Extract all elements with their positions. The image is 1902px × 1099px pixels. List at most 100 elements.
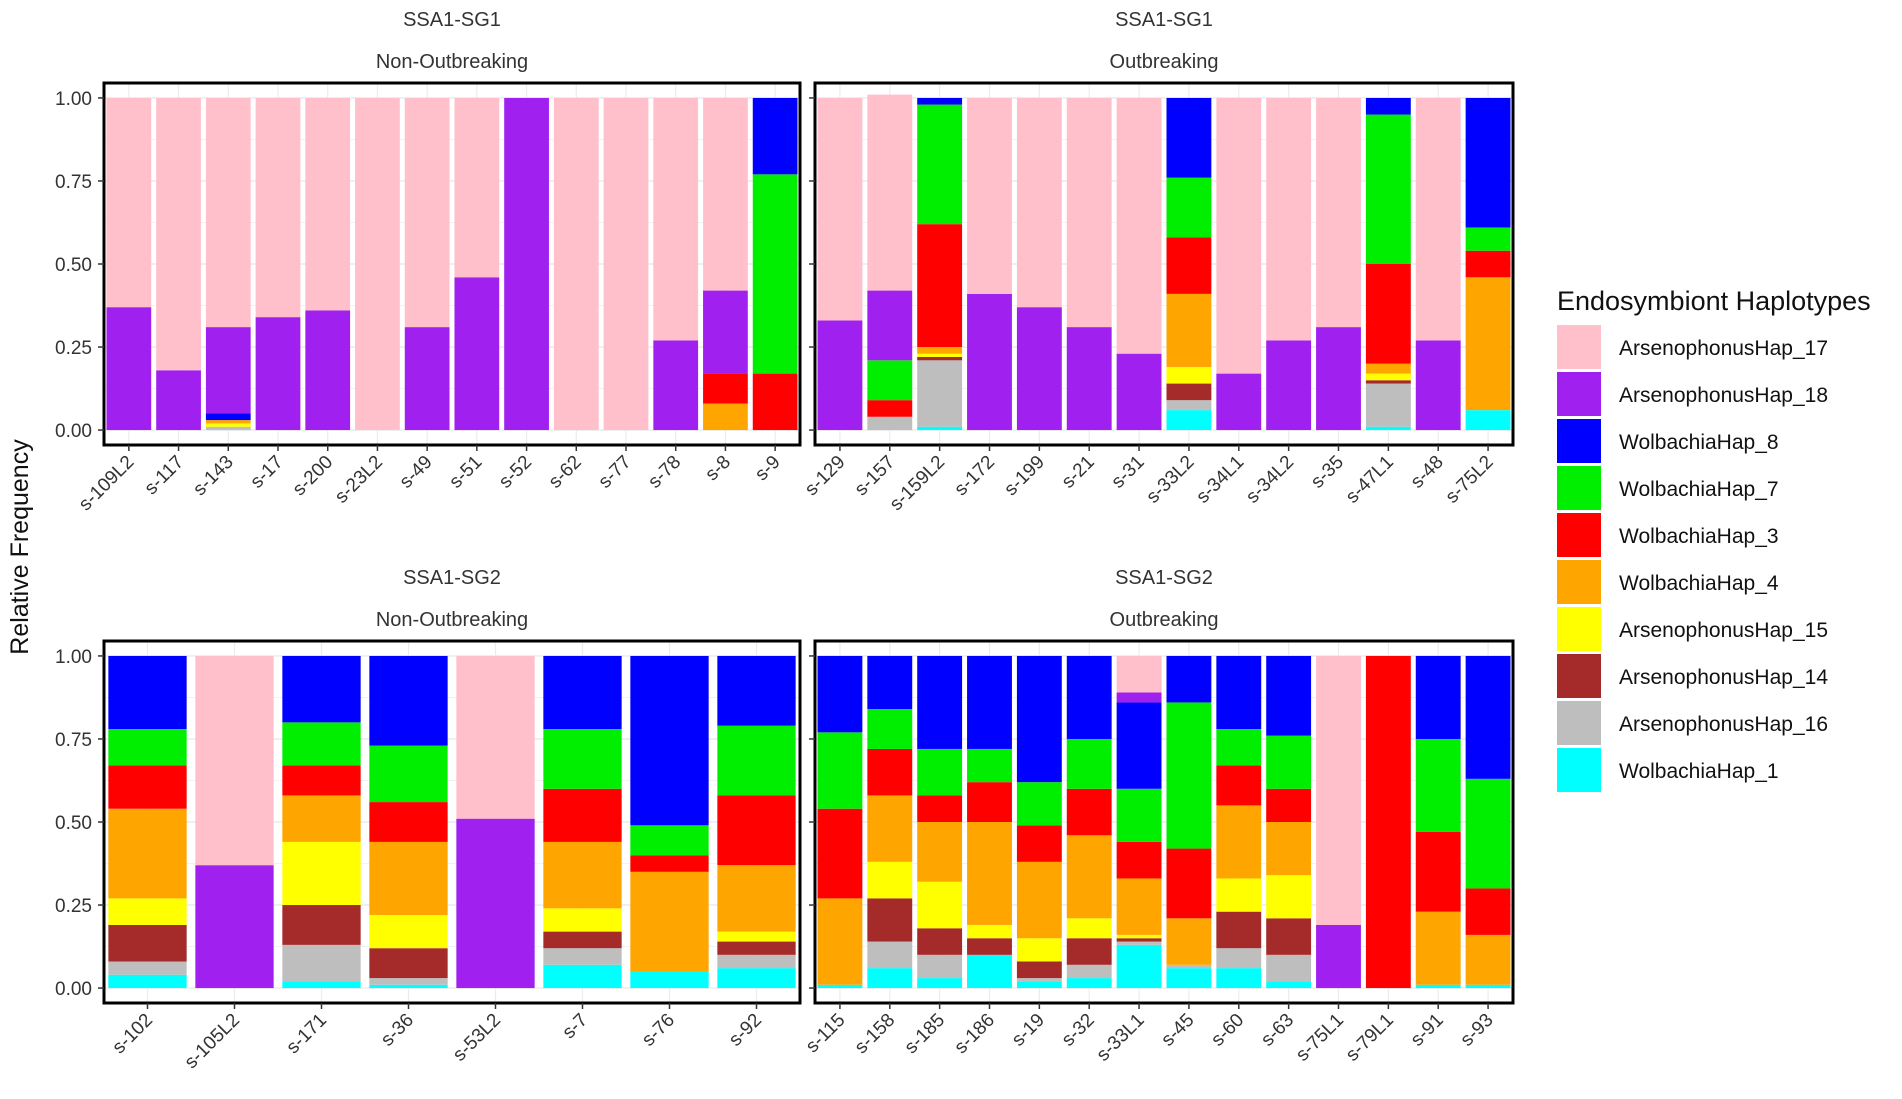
bar-segment-s-36-arsenophonushap-16 xyxy=(369,978,448,985)
bar-segment-s-33l1-wolbachiahap-8 xyxy=(1116,702,1162,789)
bar-segment-s-157-arsenophonushap-18 xyxy=(867,290,913,361)
bar-segment-s-115-wolbachiahap-8 xyxy=(817,655,863,733)
x-tick-label: s-19 xyxy=(1008,1010,1049,1051)
bar-segment-s-185-wolbachiahap-3 xyxy=(917,795,963,822)
legend-swatch-wolbachiahap-4 xyxy=(1557,560,1601,604)
bar-segment-s-31-arsenophonushap-17 xyxy=(1116,97,1162,354)
x-tick-label: s-76 xyxy=(638,1010,679,1051)
bar-segment-s-36-wolbachiahap-7 xyxy=(369,745,448,803)
bar-segment-s-117-arsenophonushap-17 xyxy=(156,97,201,371)
bar-segment-s-93-wolbachiahap-1 xyxy=(1465,984,1511,989)
bar-segment-s-171-arsenophonushap-14 xyxy=(282,905,361,945)
bar-segment-s-143-arsenophonushap-18 xyxy=(205,327,251,414)
x-tick-label: s-62 xyxy=(545,452,586,493)
bar-segment-s-158-wolbachiahap-3 xyxy=(867,748,913,796)
bar-segment-s-102-wolbachiahap-1 xyxy=(108,974,187,989)
bar-segment-s-159l2-wolbachiahap-1 xyxy=(917,426,963,431)
bar-segment-s-185-arsenophonushap-15 xyxy=(917,881,963,929)
bar-segment-s-32-wolbachiahap-8 xyxy=(1066,655,1112,739)
bar-segment-s-171-wolbachiahap-4 xyxy=(282,795,361,842)
bar-segment-s-63-wolbachiahap-1 xyxy=(1266,981,1312,989)
bar-segment-s-109l2-arsenophonushap-18 xyxy=(106,307,152,431)
bar-segment-s-45-wolbachiahap-3 xyxy=(1166,848,1212,919)
bar-segment-s-92-wolbachiahap-4 xyxy=(717,865,796,932)
bar-segment-s-93-wolbachiahap-8 xyxy=(1465,655,1511,779)
bar-segment-s-19-arsenophonushap-16 xyxy=(1016,978,1062,982)
bar-segment-s-48-arsenophonushap-17 xyxy=(1415,97,1461,341)
bar-segment-s-143-arsenophonushap-17 xyxy=(205,97,251,328)
bar-segment-s-60-wolbachiahap-8 xyxy=(1216,655,1262,730)
bar-segment-s-19-arsenophonushap-14 xyxy=(1016,961,1062,979)
bar-segment-s-19-arsenophonushap-15 xyxy=(1016,938,1062,962)
bar-segment-s-102-arsenophonushap-15 xyxy=(108,898,187,925)
bar-segment-s-8-wolbachiahap-4 xyxy=(703,403,748,431)
bar-segment-s-63-arsenophonushap-15 xyxy=(1266,875,1312,919)
x-tick-label: s-31 xyxy=(1108,452,1149,493)
x-tick-label: s-35 xyxy=(1307,452,1348,493)
bar-segment-s-79l1-wolbachiahap-3 xyxy=(1365,655,1411,989)
bar-segment-s-19-wolbachiahap-7 xyxy=(1016,782,1062,826)
legend-label-arsenophonushap-17: ArsenophonusHap_17 xyxy=(1619,337,1828,360)
bar-segment-s-34l2-arsenophonushap-17 xyxy=(1266,97,1312,341)
x-tick-label: s-60 xyxy=(1207,1010,1248,1051)
y-tick-label: 0.50 xyxy=(55,255,92,276)
x-tick-label: s-92 xyxy=(725,1010,766,1051)
bar-segment-s-17-arsenophonushap-18 xyxy=(255,317,301,431)
bar-segment-s-105l2-arsenophonushap-18 xyxy=(195,865,274,989)
bar-segment-s-60-arsenophonushap-16 xyxy=(1216,948,1262,969)
bar-segment-s-51-arsenophonushap-17 xyxy=(454,97,500,278)
bar-segment-s-36-wolbachiahap-4 xyxy=(369,841,448,915)
bar-segment-s-35-arsenophonushap-18 xyxy=(1316,327,1361,431)
y-tick-label: 0.75 xyxy=(55,172,92,193)
bar-segment-s-8-arsenophonushap-17 xyxy=(703,97,748,291)
bar-segment-s-36-wolbachiahap-3 xyxy=(369,802,448,842)
bar-segment-s-102-wolbachiahap-8 xyxy=(108,655,187,730)
bar-segment-s-129-arsenophonushap-18 xyxy=(817,320,863,431)
bar-segment-s-92-wolbachiahap-3 xyxy=(717,795,796,866)
x-tick-label: s-52 xyxy=(495,452,536,493)
bar-segment-s-186-wolbachiahap-4 xyxy=(967,822,1012,925)
bar-segment-s-9-wolbachiahap-3 xyxy=(752,373,798,431)
bar-segment-s-53l2-arsenophonushap-17 xyxy=(456,655,535,819)
bar-segment-s-78-arsenophonushap-17 xyxy=(653,97,699,341)
bar-segment-s-129-arsenophonushap-17 xyxy=(817,97,863,321)
bar-segment-s-60-wolbachiahap-3 xyxy=(1216,765,1262,806)
legend-label-wolbachiahap-3: WolbachiaHap_3 xyxy=(1619,525,1779,548)
bar-segment-s-158-arsenophonushap-16 xyxy=(867,941,913,969)
x-tick-label: s-75L2 xyxy=(1442,452,1498,508)
bar-segment-s-7-wolbachiahap-7 xyxy=(543,729,622,789)
bar-segment-s-7-wolbachiahap-1 xyxy=(543,964,622,989)
x-tick-label: s-9 xyxy=(751,452,785,486)
bar-segment-s-186-wolbachiahap-1 xyxy=(967,954,1012,989)
x-tick-label: s-172 xyxy=(951,452,999,500)
y-tick-label: 0.25 xyxy=(55,338,92,359)
bar-segment-s-158-arsenophonushap-14 xyxy=(867,898,913,942)
x-tick-label: s-115 xyxy=(802,1010,849,1057)
bar-segment-s-75l2-wolbachiahap-8 xyxy=(1465,97,1511,228)
x-tick-label: s-158 xyxy=(851,1010,899,1058)
bar-segment-s-62-arsenophonushap-17 xyxy=(553,97,599,431)
bar-segment-s-105l2-arsenophonushap-17 xyxy=(195,655,274,866)
bar-segment-s-78-arsenophonushap-18 xyxy=(653,340,699,431)
bar-segment-s-60-wolbachiahap-4 xyxy=(1216,805,1262,879)
x-tick-label: s-186 xyxy=(951,1010,999,1058)
bar-segment-s-172-arsenophonushap-17 xyxy=(967,97,1012,294)
bar-segment-s-159l2-wolbachiahap-4 xyxy=(917,347,963,354)
bar-segment-s-76-wolbachiahap-4 xyxy=(630,871,709,972)
bar-segment-s-33l1-arsenophonushap-17 xyxy=(1116,655,1162,693)
bar-segment-s-157-wolbachiahap-7 xyxy=(867,360,913,401)
bar-segment-s-47l1-arsenophonushap-16 xyxy=(1365,383,1411,427)
bar-segment-s-36-arsenophonushap-15 xyxy=(369,914,448,949)
x-tick-label: s-117 xyxy=(141,452,188,499)
x-tick-label: s-143 xyxy=(189,452,237,500)
bar-segment-s-63-wolbachiahap-3 xyxy=(1266,788,1312,822)
bar-segment-s-53l2-arsenophonushap-18 xyxy=(456,818,535,989)
bar-segment-s-199-arsenophonushap-18 xyxy=(1016,307,1062,431)
bar-segment-s-75l2-wolbachiahap-1 xyxy=(1465,410,1511,431)
bar-segment-s-143-arsenophonushap-16 xyxy=(205,426,251,431)
bar-segment-s-158-wolbachiahap-1 xyxy=(867,968,913,989)
bar-segment-s-159l2-arsenophonushap-15 xyxy=(917,353,963,357)
legend-label-arsenophonushap-16: ArsenophonusHap_16 xyxy=(1619,713,1828,736)
bar-segment-s-93-wolbachiahap-4 xyxy=(1465,934,1511,985)
y-tick-label: 0.00 xyxy=(55,421,92,442)
